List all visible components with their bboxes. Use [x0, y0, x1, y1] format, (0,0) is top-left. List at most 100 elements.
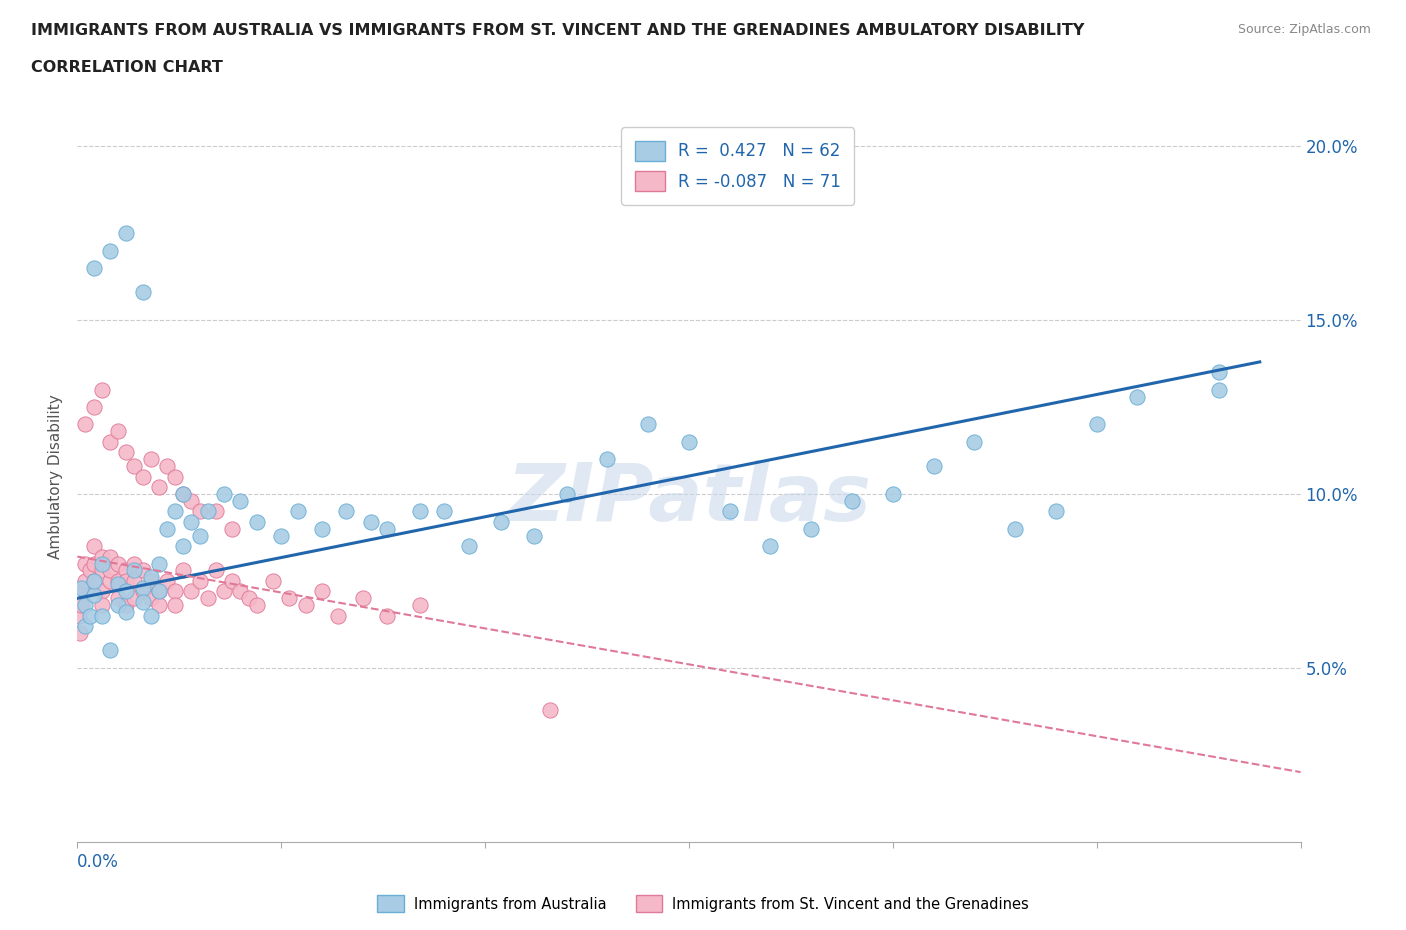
Point	[759, 538, 782, 553]
Point	[69, 626, 91, 641]
Point	[262, 574, 284, 589]
Point	[165, 470, 187, 485]
Point	[107, 424, 129, 439]
Point	[409, 598, 432, 613]
Point	[212, 486, 235, 501]
Point	[188, 528, 211, 543]
Legend: R =  0.427   N = 62, R = -0.087   N = 71: R = 0.427 N = 62, R = -0.087 N = 71	[621, 127, 855, 205]
Point	[83, 574, 105, 589]
Point	[148, 584, 170, 599]
Point	[1208, 365, 1230, 379]
Point	[294, 598, 316, 613]
Point	[115, 226, 138, 241]
Point	[523, 528, 546, 543]
Point	[188, 504, 211, 519]
Point	[148, 480, 170, 495]
Text: ZIPatlas: ZIPatlas	[506, 459, 872, 538]
Point	[124, 556, 146, 571]
Point	[678, 434, 700, 449]
Point	[90, 382, 112, 397]
Point	[124, 563, 146, 578]
Point	[75, 618, 97, 633]
Point	[79, 608, 101, 623]
Point	[90, 549, 112, 564]
Point	[165, 584, 187, 599]
Point	[311, 584, 333, 599]
Text: IMMIGRANTS FROM AUSTRALIA VS IMMIGRANTS FROM ST. VINCENT AND THE GRENADINES AMBU: IMMIGRANTS FROM AUSTRALIA VS IMMIGRANTS …	[31, 23, 1084, 38]
Point	[180, 584, 202, 599]
Text: CORRELATION CHART: CORRELATION CHART	[31, 60, 222, 75]
Point	[70, 580, 93, 595]
Point	[246, 514, 269, 529]
Point	[75, 574, 97, 589]
Point	[221, 522, 243, 537]
Point	[922, 458, 945, 473]
Point	[139, 591, 162, 605]
Point	[107, 598, 129, 613]
Point	[90, 563, 112, 578]
Point	[205, 504, 228, 519]
Point	[75, 417, 97, 432]
Point	[131, 563, 153, 578]
Point	[278, 591, 301, 605]
Point	[188, 574, 211, 589]
Point	[172, 538, 194, 553]
Point	[115, 563, 138, 578]
Point	[800, 522, 823, 537]
Point	[98, 244, 121, 259]
Point	[75, 598, 97, 613]
Point	[718, 504, 741, 519]
Point	[596, 452, 619, 467]
Point	[637, 417, 659, 432]
Point	[1126, 390, 1149, 405]
Point	[287, 504, 309, 519]
Point	[172, 486, 194, 501]
Point	[83, 556, 105, 571]
Point	[360, 514, 382, 529]
Point	[98, 563, 121, 578]
Point	[1004, 522, 1026, 537]
Point	[180, 494, 202, 509]
Point	[139, 608, 162, 623]
Point	[131, 584, 153, 599]
Point	[124, 458, 146, 473]
Point	[148, 598, 170, 613]
Point	[131, 285, 153, 299]
Point	[98, 434, 121, 449]
Point	[180, 514, 202, 529]
Legend: Immigrants from Australia, Immigrants from St. Vincent and the Grenadines: Immigrants from Australia, Immigrants fr…	[371, 890, 1035, 918]
Point	[115, 584, 138, 599]
Point	[115, 574, 138, 589]
Point	[115, 604, 138, 619]
Point	[335, 504, 357, 519]
Point	[963, 434, 986, 449]
Point	[131, 470, 153, 485]
Point	[156, 458, 179, 473]
Point	[131, 580, 153, 595]
Point	[139, 452, 162, 467]
Point	[1045, 504, 1067, 519]
Point	[107, 556, 129, 571]
Point	[229, 584, 252, 599]
Point	[375, 608, 398, 623]
Point	[124, 574, 146, 589]
Point	[172, 563, 194, 578]
Point	[238, 591, 260, 605]
Point	[221, 574, 243, 589]
Point	[165, 598, 187, 613]
Point	[83, 588, 105, 603]
Point	[555, 486, 578, 501]
Point	[90, 584, 112, 599]
Point	[131, 594, 153, 609]
Point	[156, 574, 179, 589]
Point	[352, 591, 374, 605]
Point	[90, 598, 112, 613]
Point	[841, 494, 863, 509]
Point	[229, 494, 252, 509]
Point	[197, 591, 219, 605]
Point	[98, 574, 121, 589]
Point	[882, 486, 904, 501]
Text: Source: ZipAtlas.com: Source: ZipAtlas.com	[1237, 23, 1371, 36]
Point	[139, 574, 162, 589]
Point	[270, 528, 292, 543]
